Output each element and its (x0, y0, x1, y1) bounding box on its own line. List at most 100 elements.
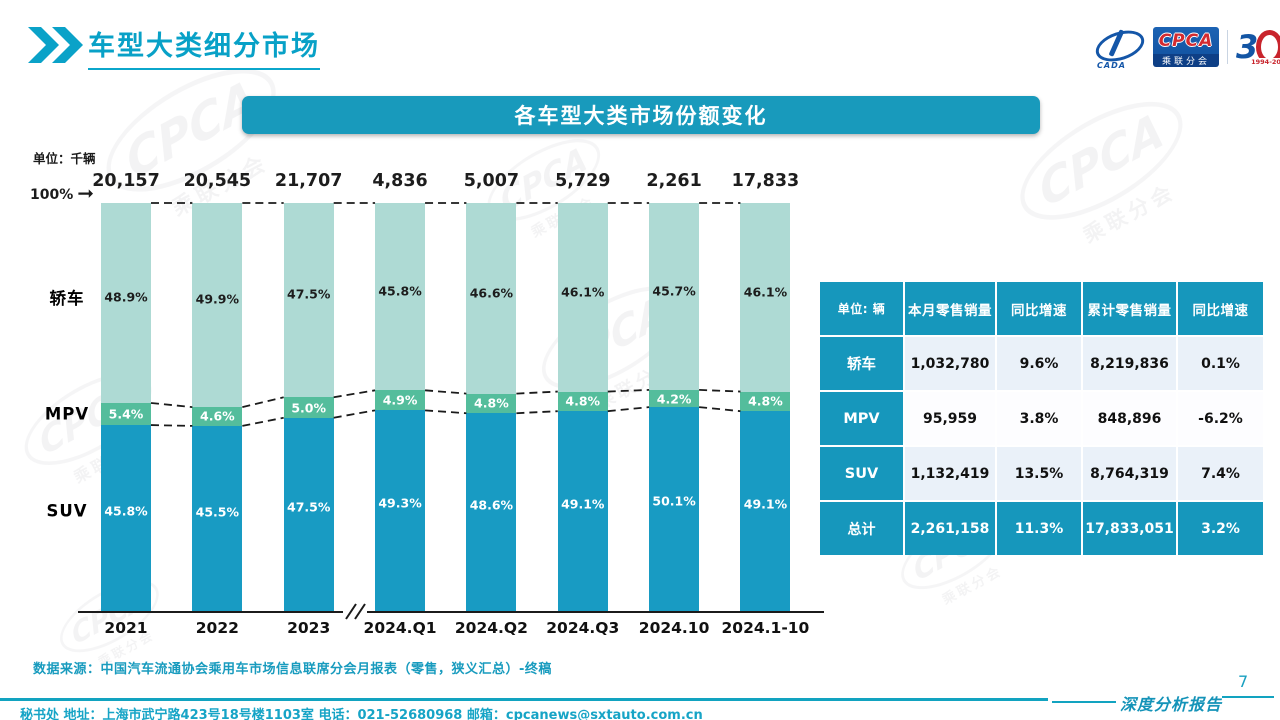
suv-share-label: 49.1% (743, 496, 788, 512)
bar-segment-mpv (101, 403, 151, 426)
bar-total-label: 5,729 (555, 171, 611, 191)
anniversary-years: 1994-2024 (1251, 58, 1280, 66)
mpv-share-label: 4.9% (382, 392, 418, 408)
chart-title-banner: 各车型大类市场份额变化 (242, 96, 1040, 134)
table-row-label: SUV (820, 447, 903, 500)
bar-segment-suv (466, 413, 517, 612)
mpv-share-label: 4.6% (200, 408, 235, 424)
bar-segment-mpv (557, 391, 608, 412)
table-cell: 95,959 (905, 392, 995, 445)
x-axis-label: 2024.1-10 (721, 619, 810, 637)
mpv-share-label: 5.4% (108, 406, 144, 422)
retail-sales-table: 单位: 辆本月零售销量 同比增速 累计零售销量 同比增速 轿车 1,032,780 9.6%… (820, 282, 1263, 555)
mpv-share-label: 5.0% (291, 400, 327, 415)
mpv-share-label: 4.8% (748, 393, 783, 409)
bar-segment-suv (649, 407, 700, 612)
bar-segment-sedan (649, 203, 700, 390)
report-type-label: 深度分析报告 (1120, 697, 1223, 714)
table-cell: 0.1% (1178, 337, 1263, 390)
mpv-share-label: 4.2% (656, 391, 692, 406)
bar-segment-mpv (649, 389, 700, 408)
bar-segment-suv (283, 417, 334, 612)
page-title: 车型大类细分市场 (88, 24, 320, 70)
sedan-share-label: 49.9% (195, 291, 240, 307)
x-axis-label: 2024.Q2 (454, 619, 528, 637)
bar-total-label: 21,707 (274, 171, 343, 191)
arrow-right-icon: ➞ (77, 181, 95, 205)
mpv-share-label: 4.8% (565, 393, 601, 409)
table-row-label-total: 总计 (820, 502, 903, 555)
sedan-share-label: 46.6% (469, 285, 514, 301)
suv-share-label: 47.5% (287, 499, 331, 515)
anniversary-30-logo: 3 1994-2024 (1236, 26, 1280, 68)
footer-divider-line (0, 698, 1048, 701)
page-number: 7 (1238, 672, 1249, 691)
table-column-header-1: 同比增速 (997, 282, 1081, 335)
logo-divider (1227, 30, 1228, 64)
bar-segment-sedan (101, 203, 151, 403)
table-unit-header: 单位: 辆 (820, 282, 903, 335)
double-chevron-icon (28, 27, 83, 63)
sedan-share-label: 45.7% (652, 283, 696, 299)
bar-segment-sedan (740, 203, 791, 392)
anniversary-3: 3 (1236, 28, 1259, 66)
y-axis-100-label: 100% ➞ (30, 181, 95, 205)
data-source-note: 数据来源：中国汽车流通协会乘用车市场信息联席分会月报表（零售，狭义汇总）-终稿 (33, 662, 552, 677)
x-axis-label: 2021 (104, 619, 148, 637)
table-row-label: 轿车 (820, 337, 903, 390)
cada-text: CADA (1097, 61, 1126, 70)
table-total-cell-3: 3.2% (1178, 502, 1263, 555)
series-label-suv: SUV (46, 501, 88, 521)
table-cell: 8,764,319 (1083, 447, 1176, 500)
suv-share-label: 48.6% (469, 497, 514, 513)
bar-segment-suv (375, 410, 426, 612)
bar-segment-mpv (192, 407, 243, 426)
report-label-left-line (1052, 701, 1116, 703)
sedan-share-label: 45.8% (378, 283, 422, 299)
suv-share-label: 45.5% (195, 504, 240, 519)
bar-segment-mpv (466, 393, 517, 414)
table-total-cell-2: 17,833,051 (1083, 502, 1176, 555)
table-column-header-0: 本月零售销量 (905, 282, 995, 335)
table-cell: 1,032,780 (905, 337, 995, 390)
suv-share-label: 50.1% (652, 493, 696, 509)
table-cell: 7.4% (1178, 447, 1263, 500)
table-cell: 13.5% (997, 447, 1081, 500)
sedan-share-label: 46.1% (561, 284, 605, 300)
bar-segment-sedan (557, 203, 608, 392)
cpca-logo-text: CPCA (1153, 27, 1219, 54)
bar-segment-sedan (192, 203, 243, 408)
sedan-share-label: 48.9% (104, 289, 148, 305)
table-row-label: MPV (820, 392, 903, 445)
suv-share-label: 49.1% (561, 496, 605, 512)
table-cell: 848,896 (1083, 392, 1176, 445)
table-column-header-3: 同比增速 (1178, 282, 1263, 335)
table-cell: -6.2% (1178, 392, 1263, 445)
x-axis-label: 2024.Q3 (546, 619, 620, 637)
table-total-cell-1: 11.3% (997, 502, 1081, 555)
x-axis-label: 2024.Q1 (363, 619, 437, 637)
bar-segment-suv (192, 425, 243, 612)
bar-total-label: 20,157 (92, 171, 160, 191)
bar-total-label: 2,261 (646, 171, 702, 191)
bar-segment-mpv (740, 391, 791, 412)
bar-segment-mpv (283, 397, 334, 418)
table-cell: 9.6% (997, 337, 1081, 390)
bar-segment-mpv (375, 390, 426, 411)
unit-label: 单位：千辆 (33, 151, 96, 166)
footer-contact-info: 秘书处 地址：上海市武宁路423号18号楼1103室 电话：021-526809… (20, 708, 703, 720)
sedan-share-label: 46.1% (743, 284, 788, 300)
bar-segment-sedan (375, 203, 426, 391)
cada-swoosh-icon: CADA (1091, 24, 1149, 70)
cpca-logo-box: CPCA 乘联分会 (1153, 27, 1219, 67)
table-column-header-2: 累计零售销量 (1083, 282, 1176, 335)
table-cell: 3.8% (997, 392, 1081, 445)
table-cell: 8,219,836 (1083, 337, 1176, 390)
mpv-share-label: 4.8% (474, 395, 509, 411)
x-axis-label: 2022 (195, 619, 239, 637)
bar-total-label: 5,007 (463, 171, 520, 191)
bar-segment-sedan (466, 203, 517, 394)
suv-share-label: 49.3% (378, 495, 422, 511)
cpca-logo-subtitle: 乘联分会 (1153, 54, 1219, 67)
